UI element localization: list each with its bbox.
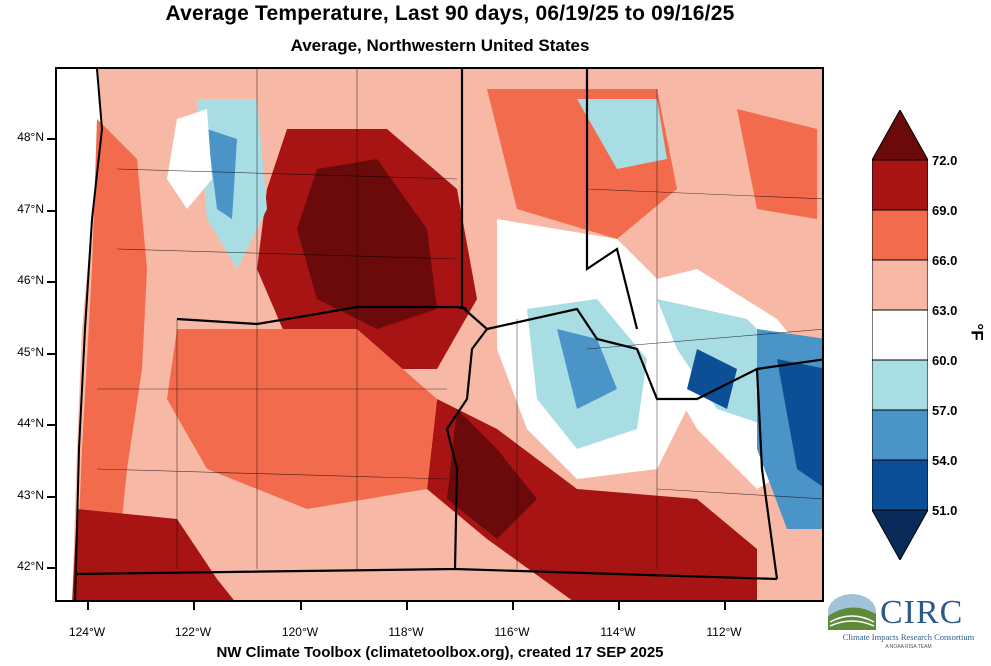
lat-label-47: 47°N <box>17 202 44 216</box>
colorbar <box>872 110 928 560</box>
lon-label-124: 124°W <box>68 625 106 639</box>
lat-label-46: 46°N <box>17 273 44 287</box>
lat-tick <box>47 496 55 498</box>
lon-label-112: 112°W <box>706 625 742 639</box>
lat-tick <box>47 138 55 140</box>
lat-label-45: 45°N <box>17 345 44 359</box>
lat-label-43: 43°N <box>17 488 44 502</box>
lon-tick <box>406 602 408 610</box>
map-canvas <box>57 69 822 600</box>
lon-tick <box>300 602 302 610</box>
circ-logo-icon <box>828 594 876 630</box>
logo-tag: A NOAA RISA TEAM <box>885 644 932 650</box>
lat-tick <box>47 281 55 283</box>
map-subtitle: Average, Northwestern United States <box>290 36 590 55</box>
lat-tick <box>47 353 55 355</box>
colorbar-label: 54.0 <box>932 453 958 468</box>
colorbar-label: 51.0 <box>932 503 958 518</box>
lon-label-116: 116°W <box>494 625 530 639</box>
temperature-map <box>55 67 824 602</box>
lon-label-122: 122°W <box>174 625 212 639</box>
colorbar-label: 69.0 <box>932 203 958 218</box>
lon-tick <box>724 602 726 610</box>
lon-label-118: 118°W <box>388 625 424 639</box>
lon-tick <box>618 602 620 610</box>
logo-fullname: Climate Impacts Research Consortium <box>842 632 975 642</box>
lat-label-42: 42°N <box>17 559 44 573</box>
footer-credit: NW Climate Toolbox (climatetoolbox.org),… <box>216 644 664 661</box>
colorbar-label: 63.0 <box>932 303 958 318</box>
map-title: Average Temperature, Last 90 days, 06/19… <box>165 2 735 25</box>
lon-label-120: 120°W <box>281 625 319 639</box>
colorbar-label: 72.0 <box>932 153 958 168</box>
lat-tick <box>47 210 55 212</box>
lat-tick <box>47 567 55 569</box>
colorbar-label: 57.0 <box>932 403 958 418</box>
lon-label-114: 114°W <box>600 625 636 639</box>
lat-label-44: 44°N <box>17 416 44 430</box>
lat-tick <box>47 424 55 426</box>
colorbar-label: 60.0 <box>932 353 958 368</box>
unit-label: °F <box>967 323 987 341</box>
logo-name: CIRC <box>880 594 964 631</box>
lon-tick <box>87 602 89 610</box>
colorbar-label: 66.0 <box>932 253 958 268</box>
lat-label-48: 48°N <box>17 130 44 144</box>
lon-tick <box>512 602 514 610</box>
lon-tick <box>193 602 195 610</box>
